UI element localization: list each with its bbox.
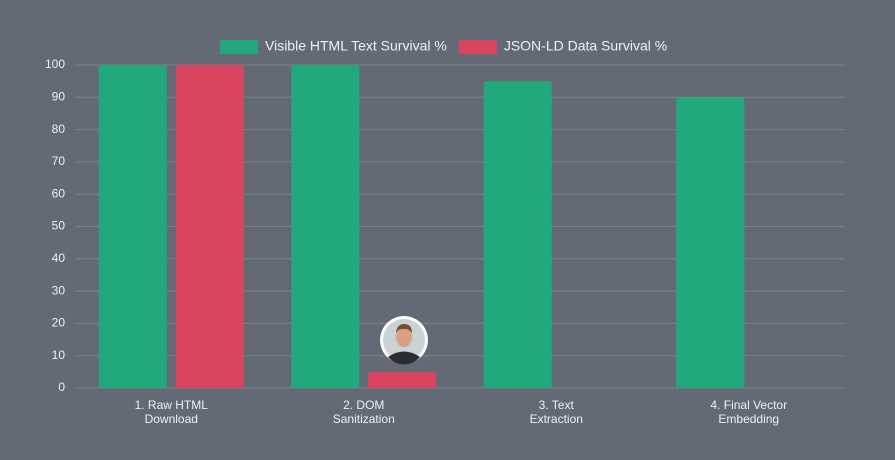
y-tick-label: 70 xyxy=(52,154,66,168)
y-tick-label: 40 xyxy=(52,251,66,265)
x-tick-label: 2. DOM Sanitization xyxy=(333,398,395,426)
y-tick-label: 100 xyxy=(45,57,65,71)
bar xyxy=(98,65,167,388)
legend-text: JSON-LD Data Survival % xyxy=(504,38,667,54)
avatar-body xyxy=(388,351,420,365)
legend-swatch xyxy=(458,40,497,54)
legend-text: Visible HTML Text Survival % xyxy=(265,38,447,54)
bar xyxy=(676,97,745,389)
y-tick-label: 80 xyxy=(52,122,66,136)
x-tick-label: 1. Raw HTML Download xyxy=(135,398,209,426)
bar xyxy=(483,81,552,389)
y-tick-label: 0 xyxy=(58,380,65,394)
y-tick-label: 30 xyxy=(52,283,66,297)
y-tick-label: 10 xyxy=(52,348,66,362)
avatar-hair xyxy=(396,324,412,333)
legend-swatch xyxy=(220,40,258,54)
y-tick-label: 60 xyxy=(52,186,66,200)
y-tick-label: 50 xyxy=(52,219,66,233)
avatar xyxy=(380,316,428,365)
avatar-face xyxy=(396,327,412,347)
bar xyxy=(368,371,437,388)
x-tick-label: 3. Text Extraction xyxy=(530,398,583,426)
y-tick-label: 90 xyxy=(52,89,66,103)
bar xyxy=(175,65,244,388)
bar xyxy=(291,65,360,388)
x-tick-label: 4. Final Vector Embedding xyxy=(710,398,787,426)
y-tick-label: 20 xyxy=(52,316,66,330)
